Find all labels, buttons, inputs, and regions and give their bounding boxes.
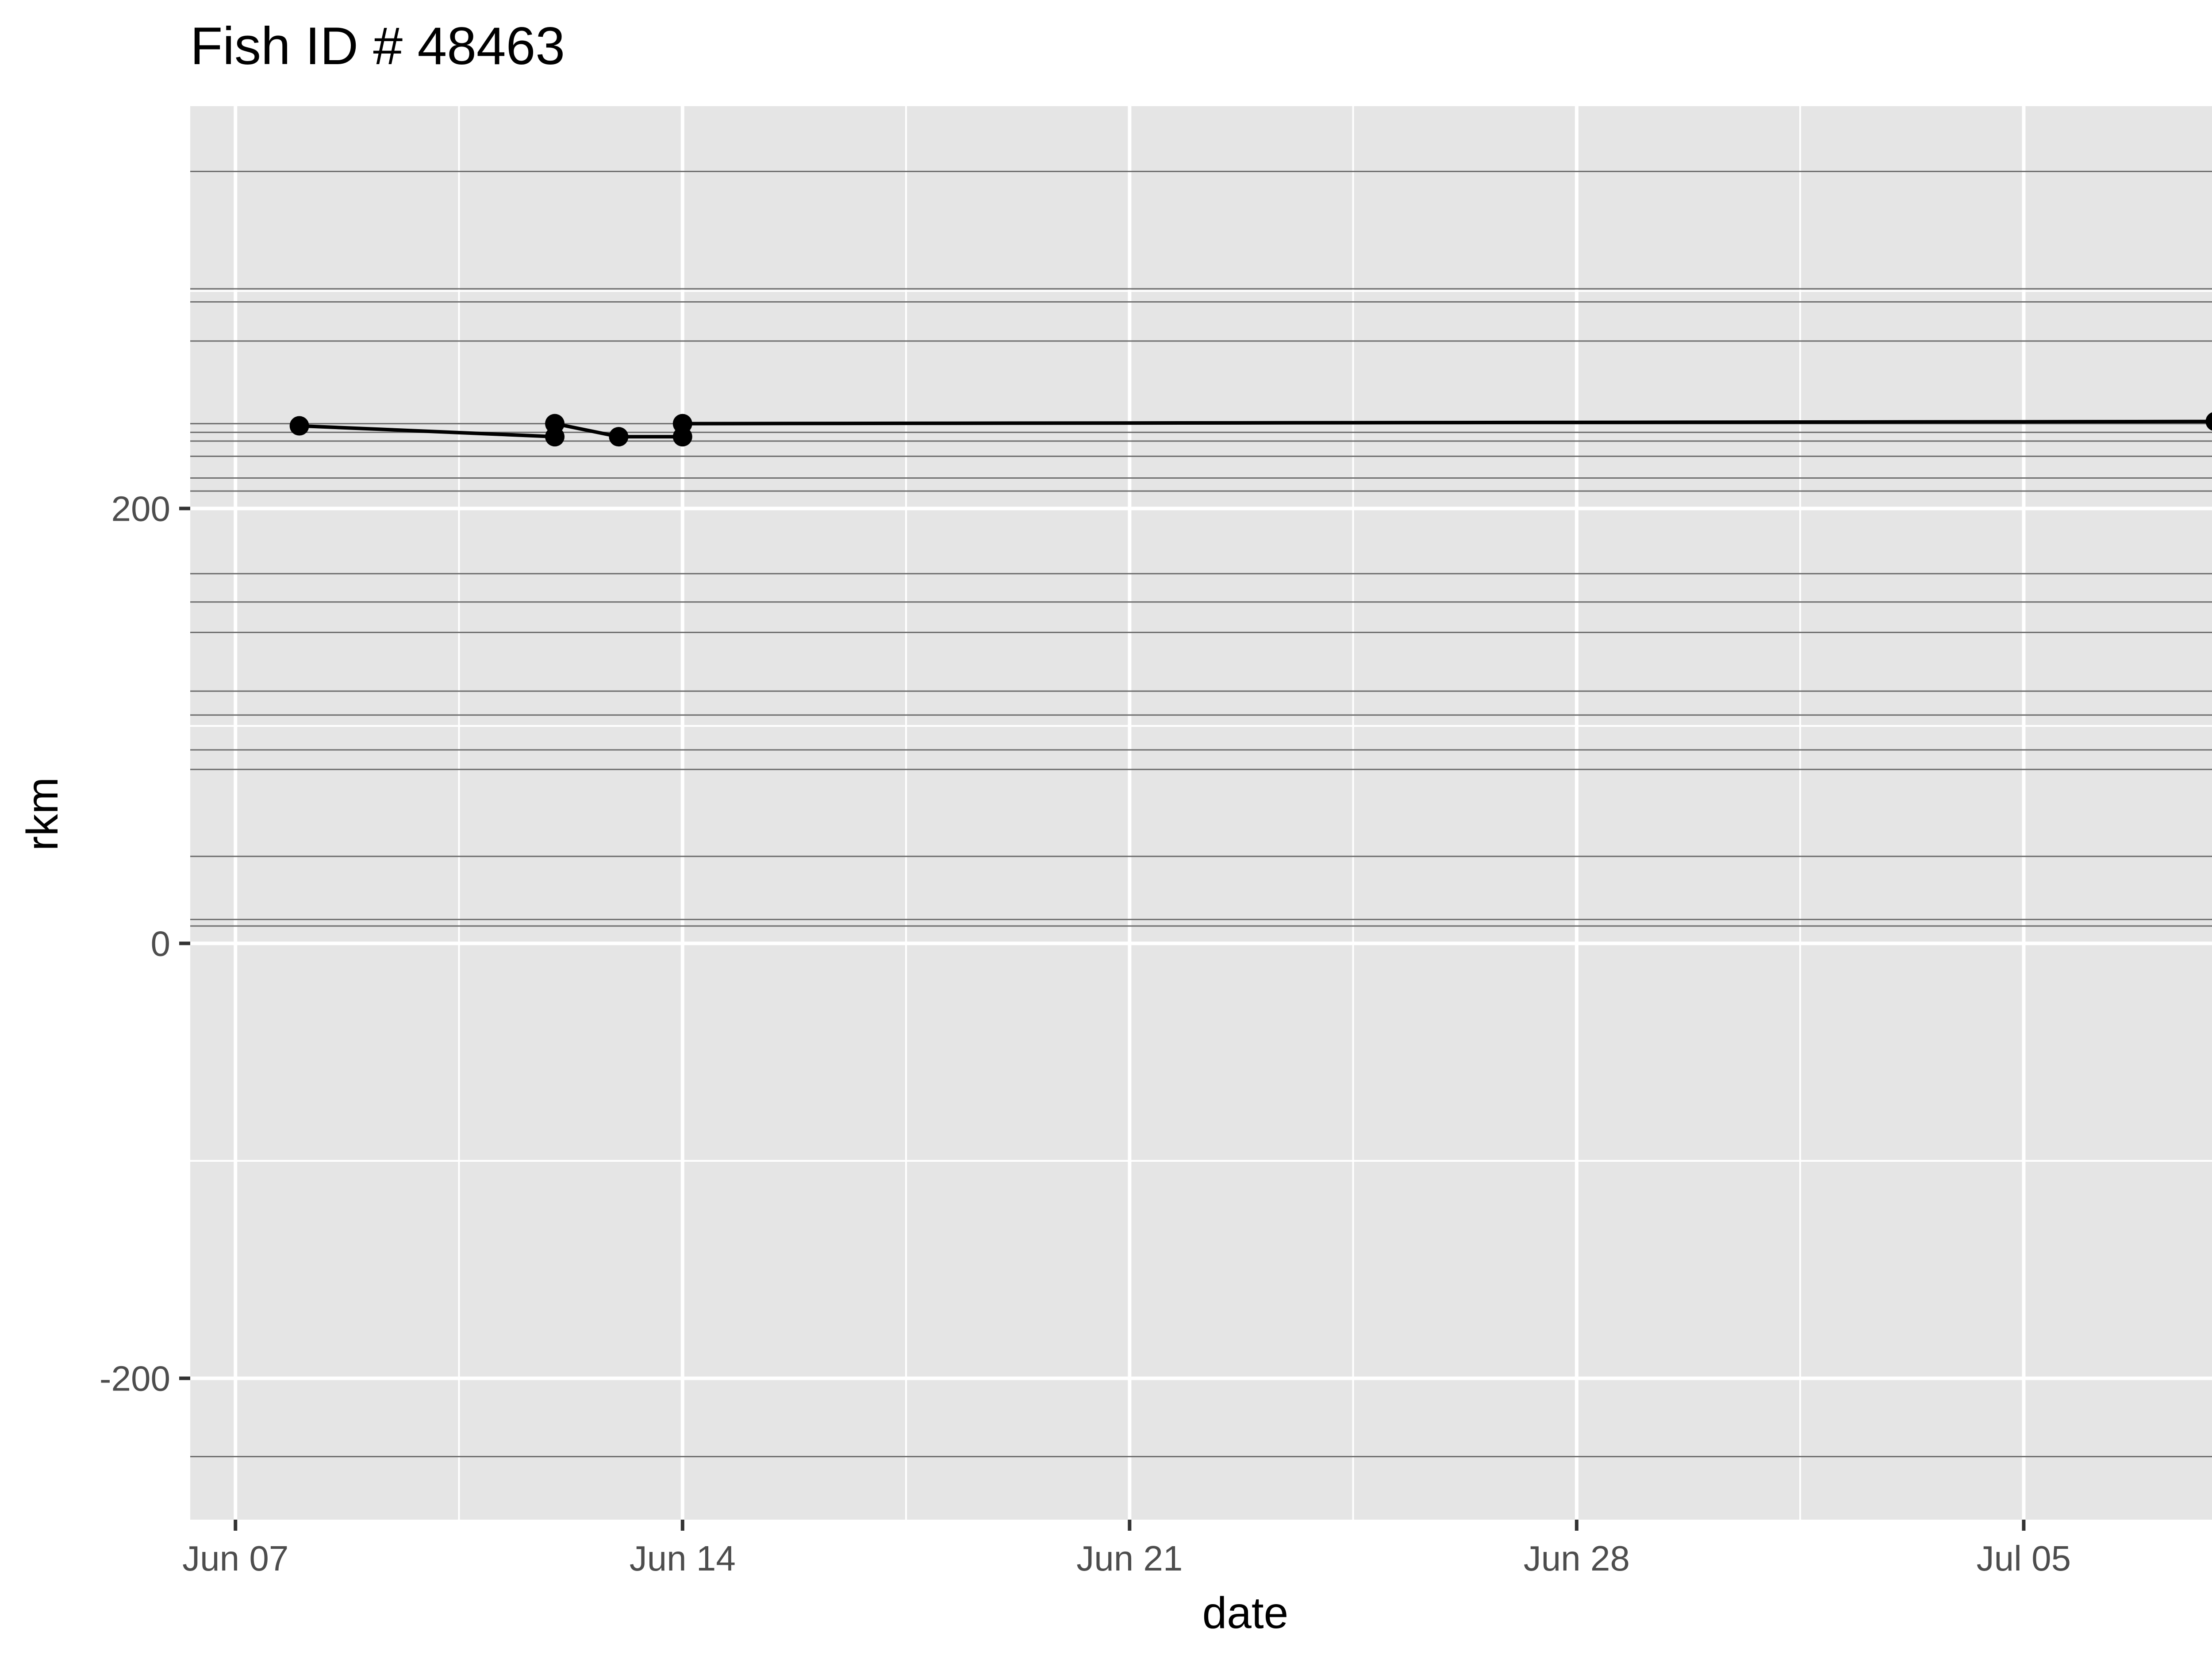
- plot-area: Jun 07 Jun 14 Jun 21 Jun 28 Jul 05 -200 0 200: [100, 106, 2212, 1578]
- x-tick-label: Jun 14: [630, 1539, 736, 1578]
- plot-panel-background: [190, 106, 2212, 1520]
- x-tick-label: Jun 21: [1076, 1539, 1183, 1578]
- x-tick-label: Jun 28: [1524, 1539, 1630, 1578]
- chart-title: Fish ID # 48463: [190, 16, 565, 76]
- data-point: [545, 414, 565, 434]
- data-point: [609, 427, 629, 447]
- x-tick-label: Jul 05: [1977, 1539, 2071, 1578]
- y-tick-label: 200: [111, 489, 170, 528]
- data-point: [2205, 412, 2212, 431]
- y-axis-title: rkm: [18, 777, 67, 851]
- data-point: [289, 416, 309, 436]
- y-tick-label: -200: [100, 1359, 170, 1398]
- x-tick-label: Jun 07: [182, 1539, 288, 1578]
- y-tick-label: 0: [151, 924, 171, 963]
- x-axis-title: date: [1202, 1588, 1289, 1638]
- data-point: [672, 414, 692, 434]
